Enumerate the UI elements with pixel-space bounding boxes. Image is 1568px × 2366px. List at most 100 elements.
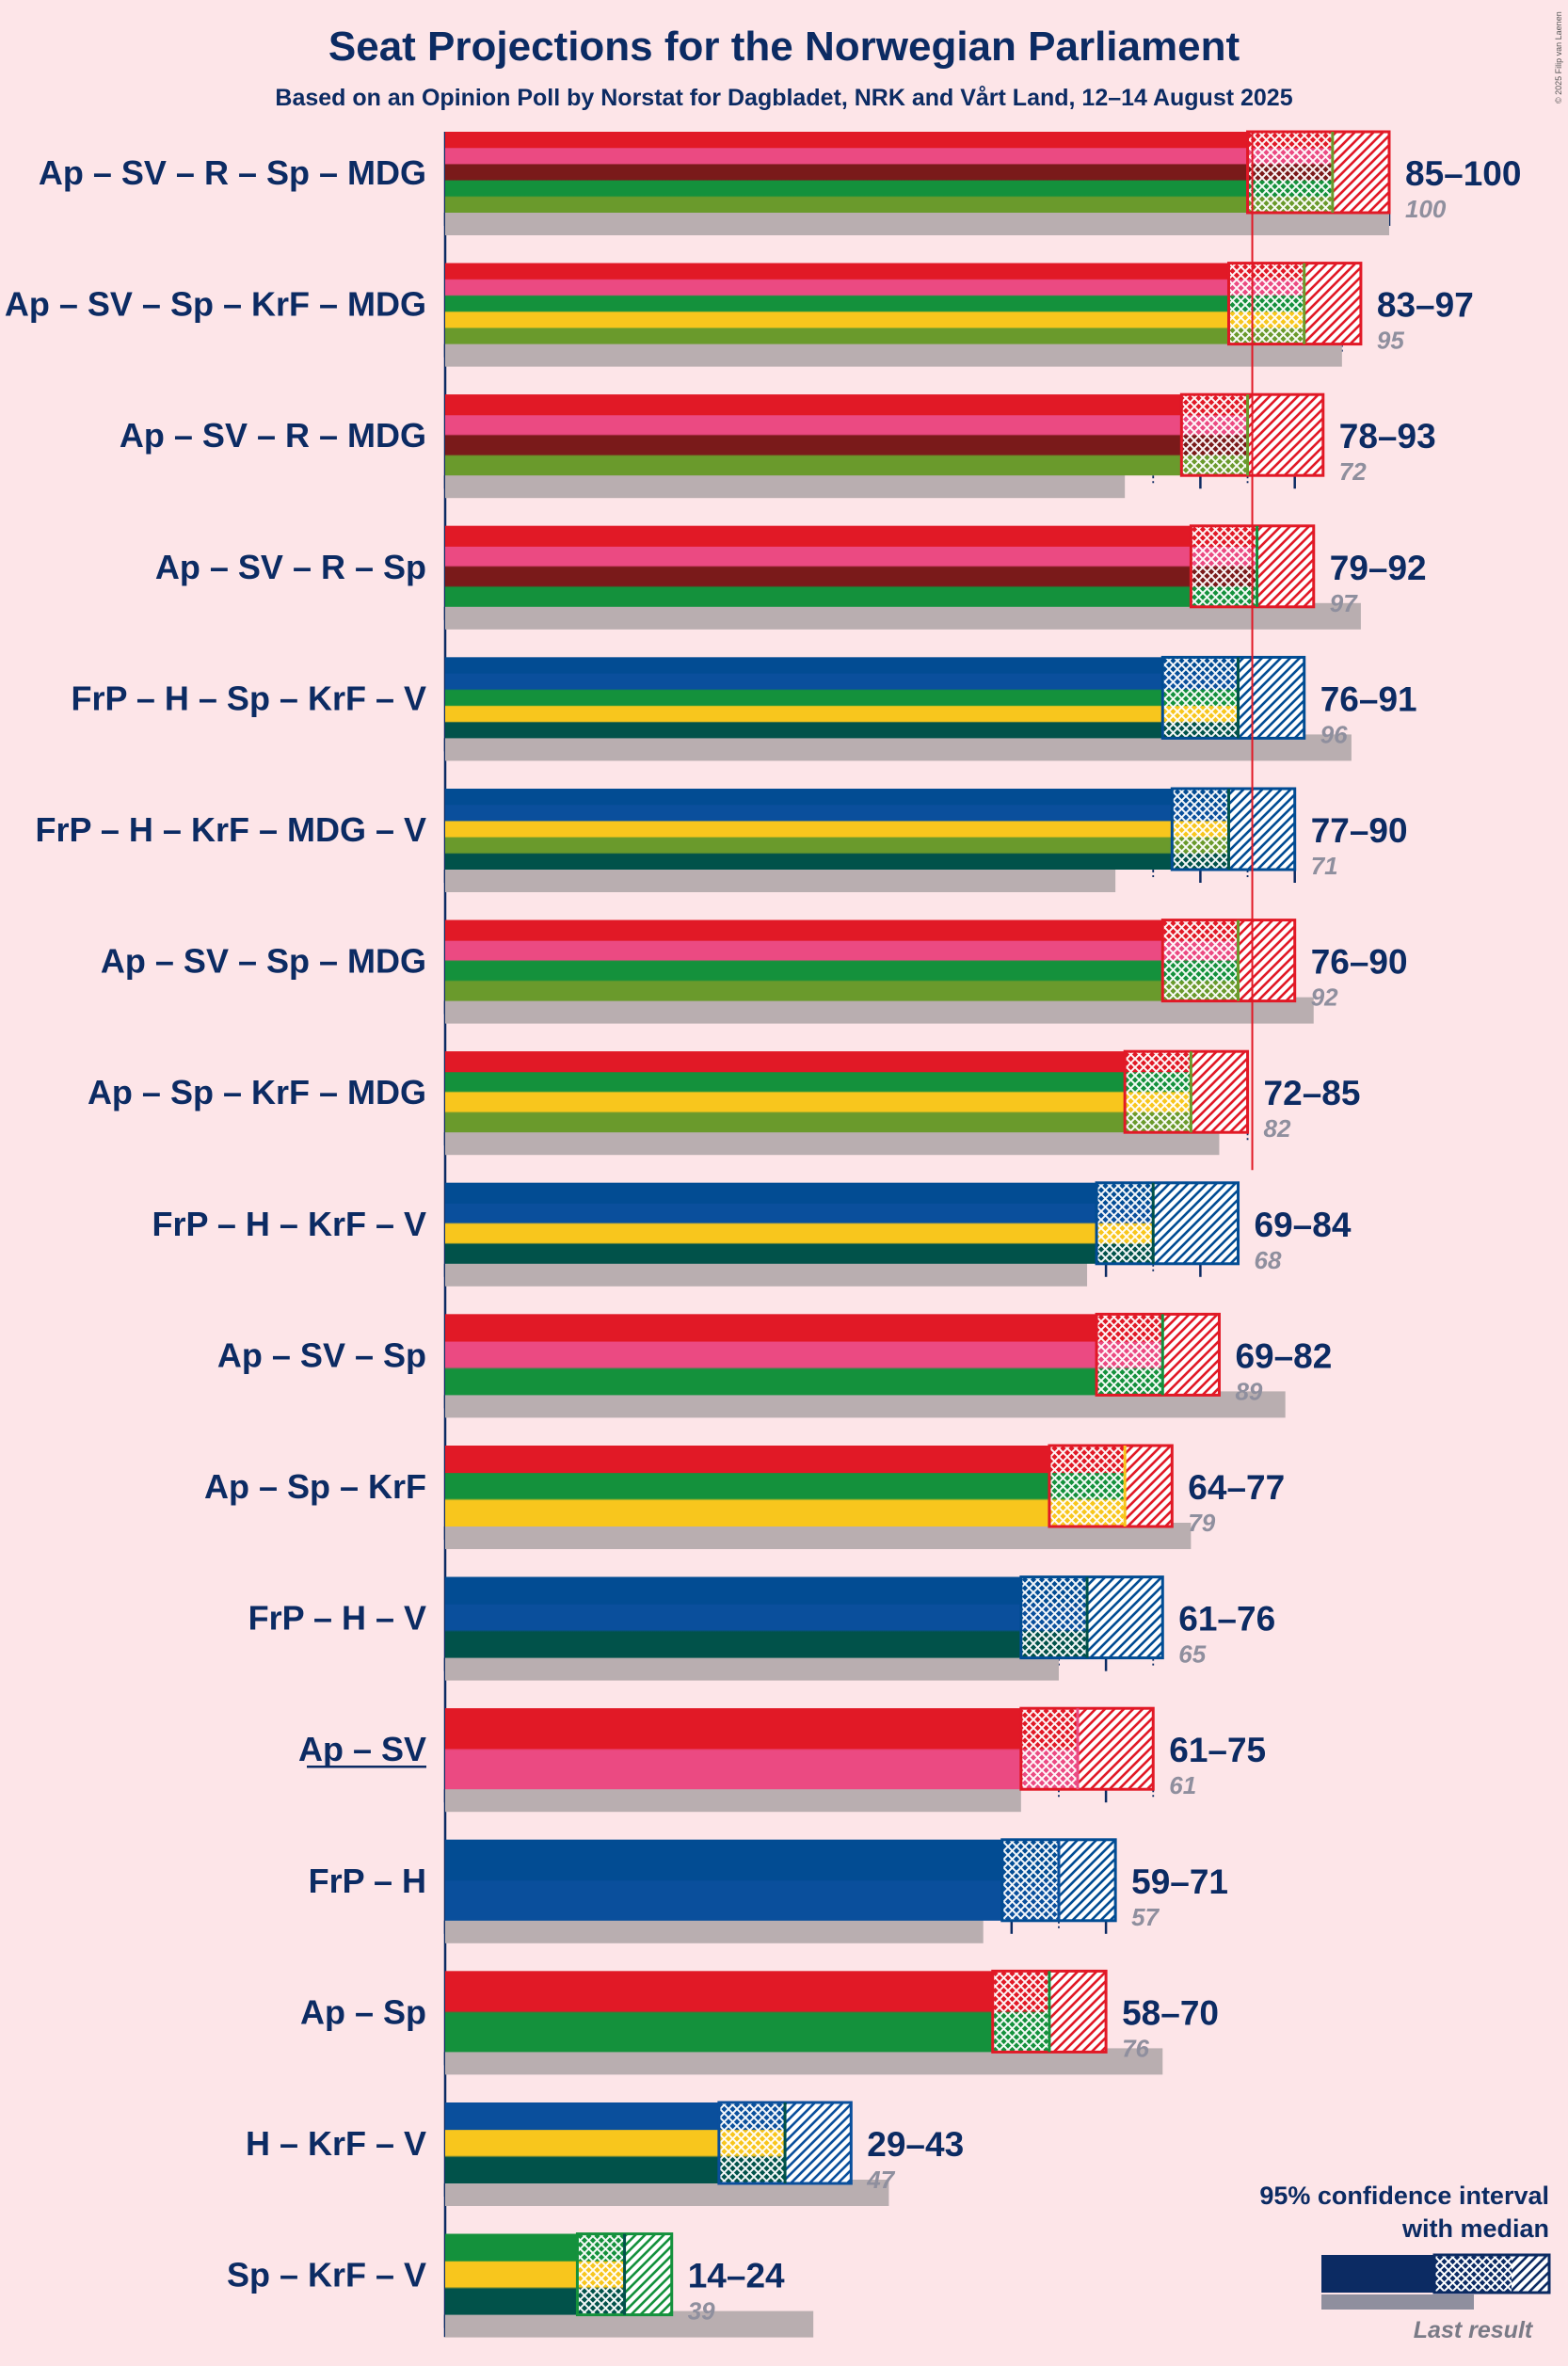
- last-result-label: 76: [1122, 2034, 1149, 2062]
- copyright-notice: © 2025 Filip van Laenen: [1554, 11, 1563, 104]
- last-result-label: 100: [1405, 195, 1447, 223]
- first-party-band: [445, 657, 1239, 674]
- legend-median-swatch: [1321, 2255, 1434, 2293]
- ci-upper-hatch: [1153, 1182, 1239, 1264]
- first-party-band: [445, 1839, 1059, 1880]
- ci-upper-hatch: [1256, 525, 1314, 607]
- legend-ci-outline: [1432, 2253, 1551, 2294]
- ci-lower-hatch: [1020, 1708, 1079, 1790]
- coalition-label: FrP – H – KrF – V: [152, 1205, 426, 1243]
- last-result-label: 68: [1255, 1246, 1282, 1274]
- first-party-band: [445, 1971, 1049, 2012]
- ci-upper-hatch: [785, 2102, 852, 2183]
- legend-lower-ci-hatch: [1434, 2255, 1512, 2293]
- coalition-label: FrP – H – V: [248, 1599, 426, 1638]
- ci-outline: [1048, 1444, 1174, 1528]
- range-label: 79–92: [1330, 549, 1427, 587]
- range-label: 72–85: [1264, 1074, 1361, 1112]
- last-result-label: 97: [1330, 589, 1358, 617]
- range-label: 61–76: [1178, 1600, 1275, 1639]
- first-party-band: [445, 525, 1257, 547]
- legend-last-result-swatch: [1321, 2294, 1474, 2310]
- last-result-bar: [445, 1916, 984, 1943]
- legend-title-line1: 95% confidence interval: [1259, 2182, 1549, 2210]
- coalition-label: Ap – Sp – KrF: [204, 1467, 426, 1506]
- first-party-band: [445, 1576, 1088, 1605]
- first-party-band: [445, 1446, 1126, 1473]
- coalition-label: Ap – SV – R – MDG: [120, 416, 426, 455]
- last-result-label: 57: [1131, 1903, 1160, 1931]
- coalition-label: Ap – SV – R – Sp: [155, 548, 426, 586]
- coalition-label: Ap – SV – Sp – KrF – MDG: [5, 285, 426, 324]
- last-result-label: 92: [1311, 983, 1338, 1012]
- range-label: 77–90: [1311, 811, 1408, 850]
- ci-outline: [1019, 1706, 1155, 1791]
- ci-outline: [1123, 1049, 1250, 1134]
- range-label: 76–91: [1320, 679, 1417, 718]
- ci-lower-hatch: [1181, 394, 1248, 476]
- ci-outline: [1170, 787, 1297, 871]
- ci-lower-hatch: [992, 1971, 1049, 2053]
- range-label: 78–93: [1339, 417, 1436, 456]
- range-label: 14–24: [688, 2257, 785, 2295]
- ci-upper-hatch: [1332, 132, 1389, 213]
- coalition-label: Ap – SV – Sp – MDG: [101, 942, 426, 981]
- ci-upper-hatch: [1238, 919, 1295, 1001]
- range-label: 69–84: [1255, 1206, 1352, 1244]
- last-result-bar: [445, 209, 1389, 235]
- ci-upper-hatch: [1238, 657, 1304, 739]
- ci-lower-hatch: [1228, 263, 1304, 344]
- ci-lower-hatch: [1162, 919, 1239, 1001]
- last-result-label: 79: [1188, 1509, 1215, 1537]
- legend: 95% confidence interval with median Last…: [1259, 2182, 1551, 2343]
- ci-outline: [1019, 1575, 1164, 1660]
- ci-lower-hatch: [1247, 132, 1333, 213]
- chart-title: Seat Projections for the Norwegian Parli…: [328, 24, 1240, 70]
- range-label: 29–43: [867, 2125, 964, 2164]
- coalition-label: Ap – SV – Sp: [217, 1335, 426, 1374]
- last-result-label: 47: [866, 2166, 895, 2194]
- last-result-label: 72: [1339, 457, 1367, 486]
- ci-lower-hatch: [1172, 789, 1229, 870]
- ci-upper-hatch: [1304, 263, 1361, 344]
- ci-upper-hatch: [624, 2233, 672, 2315]
- legend-swatches: [1321, 2253, 1551, 2310]
- ci-upper-hatch: [1247, 394, 1323, 476]
- range-label: 61–75: [1169, 1731, 1266, 1769]
- coalition-label: Ap – SV – R – Sp – MDG: [39, 153, 426, 192]
- last-result-label: 89: [1235, 1377, 1262, 1405]
- chart-subtitle: Based on an Opinion Poll by Norstat for …: [275, 85, 1292, 111]
- ci-upper-hatch: [1087, 1576, 1163, 1658]
- ci-outline: [1095, 1181, 1240, 1266]
- ci-outline: [1095, 1312, 1221, 1397]
- last-result-bar: [445, 1785, 1021, 1813]
- last-result-label: 61: [1169, 1771, 1196, 1799]
- ci-upper-hatch: [1078, 1708, 1154, 1790]
- last-result-bar: [445, 1128, 1220, 1156]
- ci-outline: [1160, 655, 1306, 740]
- ci-upper-hatch: [1058, 1839, 1116, 1921]
- coalition-label: Sp – KrF – V: [227, 2256, 426, 2294]
- legend-last-result-label: Last result: [1414, 2317, 1534, 2343]
- ci-outline: [1246, 130, 1391, 215]
- ci-upper-hatch: [1162, 1314, 1220, 1396]
- legend-upper-ci-hatch: [1512, 2255, 1549, 2293]
- last-result-bar: [445, 472, 1126, 499]
- ci-lower-hatch: [1162, 657, 1239, 739]
- coalition-label: Ap – Sp – KrF – MDG: [88, 1073, 426, 1111]
- coalition-label: Ap – Sp: [300, 1992, 426, 2031]
- last-result-label: 95: [1377, 327, 1404, 355]
- first-party-band: [445, 1314, 1163, 1342]
- ci-lower-hatch: [1125, 1051, 1192, 1133]
- last-result-bar: [445, 866, 1116, 892]
- ci-upper-hatch: [1191, 1051, 1248, 1133]
- last-result-label: 96: [1320, 720, 1348, 748]
